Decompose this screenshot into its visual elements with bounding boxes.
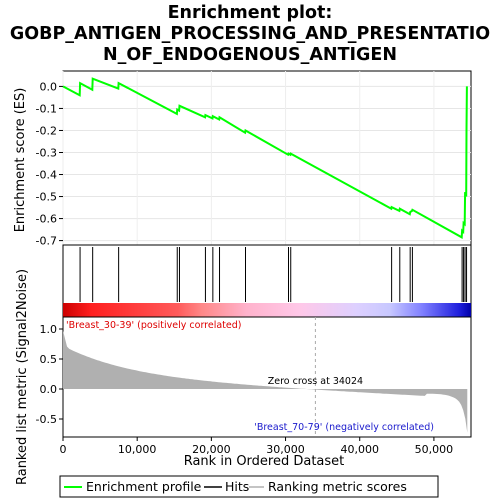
title-line-2: GOBP_ANTIGEN_PROCESSING_AND_PRESENTATIO <box>10 24 490 44</box>
es-ytick-label: -0.6 <box>36 213 57 226</box>
x-tick-label: 0 <box>60 443 67 456</box>
es-ytick-label: -0.4 <box>36 169 57 182</box>
title-line-3: N_OF_ENDOGENOUS_ANTIGEN <box>103 45 397 65</box>
legend-metric-label: Ranking metric scores <box>268 479 407 494</box>
metric-ytick-label: 1.0 <box>40 323 58 336</box>
es-ytick-label: -0.2 <box>36 124 57 137</box>
es-plot-frame <box>62 70 472 246</box>
es-ylabel: Enrichment score (ES) <box>13 88 28 233</box>
es-ytick-label: 0.0 <box>40 80 58 93</box>
x-axis-label: Rank in Ordered Dataset <box>184 454 345 469</box>
x-tick-label: 50,000 <box>415 443 454 456</box>
x-tick-label: 30,000 <box>266 443 305 456</box>
x-tick-label: 20,000 <box>192 443 231 456</box>
legend-hits-label: Hits <box>225 479 249 494</box>
es-ytick-label: -0.5 <box>36 191 57 204</box>
positive-class-label: 'Breast_30-39' (positively correlated) <box>66 320 242 331</box>
legend-enrichment-label: Enrichment profile <box>86 479 202 494</box>
es-ytick-label: -0.3 <box>36 146 57 159</box>
ranking-heatmap-bar <box>63 303 471 317</box>
x-tick-label: 10,000 <box>118 443 157 456</box>
metric-ylabel: Ranked list metric (Signal2Noise) <box>15 269 30 485</box>
metric-ytick-label: -0.5 <box>36 413 57 426</box>
negative-class-label: 'Breast_70-79' (negatively correlated) <box>254 422 434 433</box>
zero-cross-label: Zero cross at 34024 <box>268 376 363 387</box>
ranking-metric-area <box>63 330 468 433</box>
es-ytick-label: -0.7 <box>36 235 57 248</box>
es-ytick-label: -0.1 <box>36 102 57 115</box>
metric-ytick-label: 0.0 <box>40 383 58 396</box>
metric-ytick-label: 0.5 <box>40 353 58 366</box>
x-tick-label: 40,000 <box>340 443 379 456</box>
enrichment-profile-line <box>62 77 468 239</box>
title-line-1: Enrichment plot: <box>168 3 333 23</box>
